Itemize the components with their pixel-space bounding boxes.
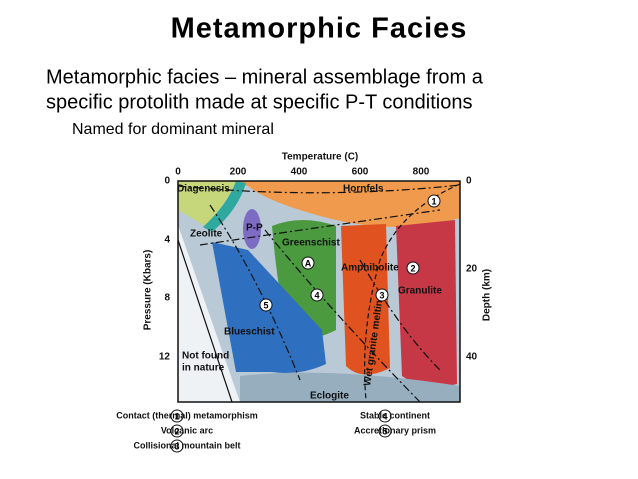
- marker-number: 2: [410, 263, 415, 273]
- region: [178, 181, 236, 226]
- facies-diagram: Temperature (C) Pressure (Kbars) Depth (…: [143, 152, 493, 403]
- marker-circle: [310, 288, 324, 302]
- bullet-line: Metamorphic facies – mineral assemblage …: [46, 66, 484, 88]
- marker-circle: [406, 261, 420, 275]
- region: [240, 372, 460, 402]
- path-marker: 3: [375, 288, 389, 302]
- note: in nature: [182, 363, 225, 374]
- axis-title: Pressure (Kbars): [143, 250, 154, 331]
- point-marker: A: [301, 256, 315, 270]
- marker-number: 1: [431, 196, 436, 206]
- region: [203, 181, 246, 232]
- facies-label: Eclogite: [310, 391, 349, 402]
- title: Metamorphic Facies: [171, 13, 468, 45]
- legend-number: 3: [174, 441, 179, 451]
- tick-label: 8: [164, 293, 170, 304]
- boundary-lines: [177, 183, 461, 403]
- region: [396, 220, 457, 387]
- plot-frame: [177, 180, 461, 403]
- region: [232, 181, 460, 227]
- tick-label: 40: [466, 352, 478, 363]
- legend-text: Accretionary prism: [354, 425, 436, 435]
- tick-label: 20: [466, 264, 478, 275]
- sub-bullet: Named for dominant mineral: [72, 121, 274, 138]
- legend-text: Contact (thermal) metamorphism: [116, 410, 258, 420]
- tick-label: 400: [291, 167, 308, 178]
- legend-number: 5: [382, 426, 387, 436]
- tick-label: 4: [164, 235, 170, 246]
- marker-number: 3: [379, 290, 384, 300]
- legend-text: Volcanic arc: [161, 425, 213, 435]
- axis-title: Depth (km): [482, 269, 493, 321]
- marker-circle: [375, 288, 389, 302]
- facies-label: Zeolite: [190, 229, 223, 240]
- path-marker: 2: [406, 261, 420, 275]
- path-marker: 4: [310, 288, 324, 302]
- marker-number: 4: [314, 290, 319, 300]
- marker-circle: [427, 194, 441, 208]
- marker-circle: [259, 298, 273, 312]
- bullet-line: specific protolith made at specific P-T …: [46, 91, 473, 113]
- legend-number: 1: [174, 411, 179, 421]
- legend-circle: [378, 424, 392, 438]
- legend-number: 2: [174, 426, 179, 436]
- legend-text: Stable continent: [360, 410, 430, 420]
- legend-circle: [170, 424, 184, 438]
- tick-label: 0: [175, 167, 181, 178]
- note: Not found: [182, 351, 229, 362]
- axis-title: Temperature (C): [282, 152, 359, 163]
- point-label: A: [305, 258, 312, 268]
- facies-label: Granulite: [398, 286, 442, 297]
- path-marker: 1: [427, 194, 441, 208]
- legend-number: 4: [382, 411, 387, 421]
- path-marker: 5: [259, 298, 273, 312]
- facies-label: Diagenesis: [177, 184, 230, 195]
- legend-circle: [170, 439, 184, 453]
- legend-text: Collisional mountain belt: [133, 440, 240, 450]
- facies-label: Blueschist: [224, 327, 275, 338]
- region: [243, 209, 261, 249]
- tick-label: 0: [164, 176, 170, 187]
- marker-number: 5: [263, 300, 268, 310]
- region: [178, 225, 240, 402]
- tick-label: 200: [230, 167, 247, 178]
- tick-label: 800: [413, 167, 430, 178]
- legend-circle: [170, 409, 184, 423]
- legend-circle: [378, 409, 392, 423]
- region: [341, 224, 390, 375]
- tick-label: 12: [159, 352, 171, 363]
- facies-label: Amphibolite: [341, 263, 399, 274]
- facies-label: P-P: [246, 223, 263, 234]
- tick-label: 600: [352, 167, 369, 178]
- tick-label: 0: [466, 176, 472, 187]
- facies-label: Greenschist: [282, 238, 340, 249]
- facies-label: Hornfels: [343, 184, 384, 195]
